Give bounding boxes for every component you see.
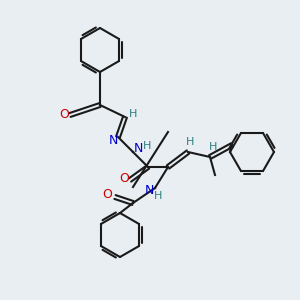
Text: H: H <box>154 191 162 201</box>
Text: H: H <box>186 137 194 147</box>
Text: N: N <box>144 184 154 197</box>
Text: H: H <box>129 109 137 119</box>
Text: O: O <box>102 188 112 202</box>
Text: H: H <box>209 142 217 152</box>
Text: H: H <box>143 141 151 151</box>
Text: O: O <box>119 172 129 184</box>
Text: N: N <box>108 134 118 146</box>
Text: N: N <box>133 142 143 155</box>
Text: O: O <box>59 109 69 122</box>
